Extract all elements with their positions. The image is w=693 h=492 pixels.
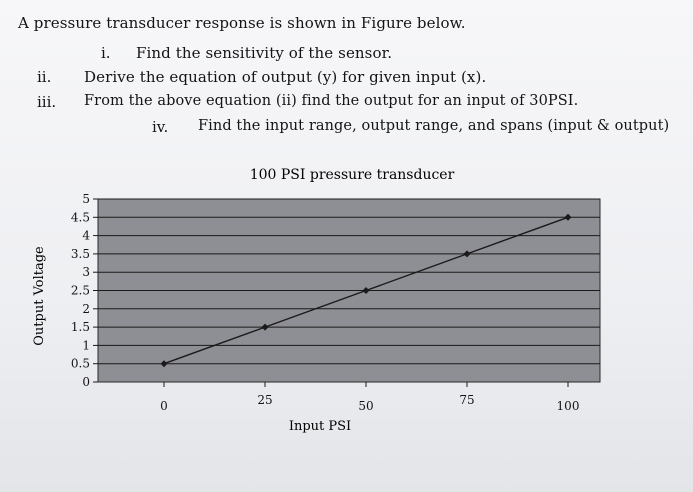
question-item-text: From the above equation (ii) find the ou… (84, 93, 579, 109)
y-axis-label: Output Voltage (32, 246, 47, 346)
data-point (362, 287, 370, 294)
y-tick-label: 4.5 (71, 210, 90, 224)
question-intro: A pressure transducer response is shown … (18, 14, 466, 32)
y-tick-label: 1.5 (71, 320, 90, 334)
question-item-number: ii. (37, 68, 52, 86)
x-tick-label: 50 (358, 399, 373, 413)
x-tick-label: 0 (160, 399, 168, 413)
x-tick-label: 75 (459, 393, 474, 407)
x-tick-label: 100 (557, 399, 580, 413)
question-item-text: Derive the equation of output (y) for gi… (84, 68, 487, 86)
y-tick-label: 3 (82, 265, 90, 279)
y-tick-label: 0 (82, 375, 90, 389)
y-tick-label: 2.5 (71, 284, 90, 298)
data-point (160, 360, 168, 368)
question-item-number: i. (101, 44, 111, 62)
y-tick-label: 0.5 (71, 357, 90, 371)
question-item-number: iii. (37, 93, 57, 111)
chart-title: 100 PSI pressure transducer (250, 167, 455, 183)
y-tick-label: 2 (82, 302, 90, 316)
y-tick-label: 1 (82, 338, 90, 352)
question-item-number: iv. (152, 118, 169, 136)
data-point (463, 250, 471, 258)
question-item-text: Find the input range, output range, and … (198, 118, 670, 134)
y-tick-label: 5 (82, 192, 90, 206)
question-item-text: Find the sensitivity of the sensor. (136, 44, 393, 62)
data-point (261, 323, 269, 331)
x-axis-label: Input PSI (289, 419, 351, 434)
x-tick-label: 25 (257, 393, 272, 407)
y-tick-label: 3.5 (71, 247, 90, 261)
data-point (564, 213, 572, 221)
y-tick-label: 4 (82, 229, 90, 243)
